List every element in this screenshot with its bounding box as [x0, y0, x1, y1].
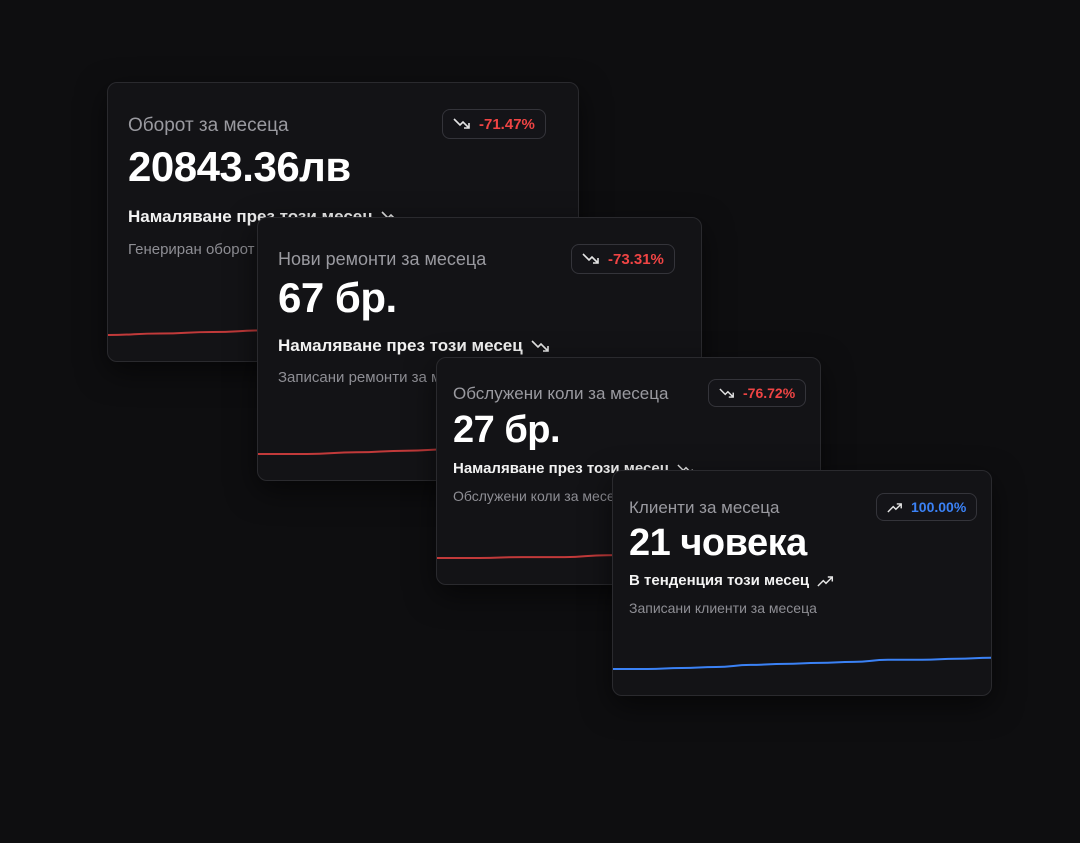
trending-down-icon — [453, 118, 470, 129]
card-title: Нови ремонти за месеца — [278, 249, 487, 269]
stat-card-clients: Клиенти за месеца 100.00% 21 човека В те… — [612, 470, 992, 696]
change-badge: -73.31% — [571, 244, 675, 274]
trending-up-icon — [817, 575, 834, 587]
change-percent: -73.31% — [608, 250, 664, 268]
change-percent: -76.72% — [743, 385, 796, 401]
change-badge: -71.47% — [442, 109, 546, 139]
sparkline-chart — [613, 656, 991, 670]
change-badge: 100.00% — [876, 493, 978, 521]
trend-text: Намаляване през този месец — [278, 336, 523, 355]
change-badge: -76.72% — [708, 379, 807, 407]
trend-line: В тенденция този месец — [629, 571, 835, 591]
card-description: Записани клиенти за месеца — [629, 600, 817, 616]
change-percent: 100.00% — [911, 499, 967, 515]
card-value: 20843.36лв — [128, 143, 351, 190]
trend-line: Намаляване през този месец — [278, 336, 551, 356]
card-title: Обслужени коли за месеца — [453, 384, 669, 403]
card-description: Записани ремонти за месеца — [278, 369, 483, 386]
card-title: Клиенти за месеца — [629, 498, 780, 517]
card-value: 67 бр. — [278, 274, 397, 321]
card-value: 21 човека — [629, 522, 807, 564]
card-description: Обслужени коли за месеца — [453, 488, 631, 504]
sparkline-path — [613, 656, 991, 670]
card-title: Оборот за месеца — [128, 115, 289, 136]
card-value: 27 бр. — [453, 409, 561, 451]
trending-down-icon — [719, 388, 734, 398]
trending-down-icon — [531, 340, 549, 352]
trending-up-icon — [887, 502, 902, 512]
trending-down-icon — [582, 253, 599, 264]
trend-text: В тенденция този месец — [629, 572, 810, 589]
change-percent: -71.47% — [479, 115, 535, 133]
